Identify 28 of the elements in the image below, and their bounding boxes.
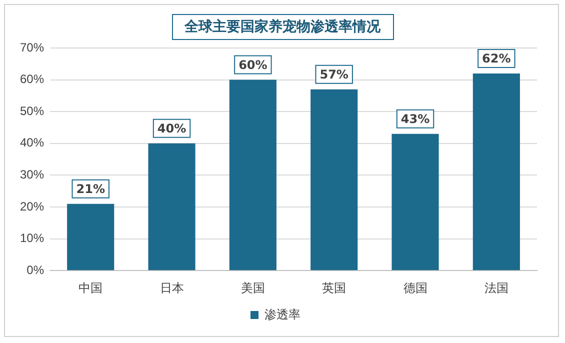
x-tick-label: 日本 xyxy=(160,281,184,296)
bar xyxy=(148,143,196,270)
x-tick-label: 法国 xyxy=(484,281,508,296)
y-tick-label: 40% xyxy=(20,136,44,150)
data-label: 57% xyxy=(320,67,348,82)
chart-title: 全球主要国家养宠物渗透率情况 xyxy=(172,14,394,40)
bar xyxy=(392,134,439,270)
bar xyxy=(472,73,520,270)
data-label: 21% xyxy=(76,182,105,196)
y-tick-label: 70% xyxy=(20,40,44,54)
y-tick-label: 50% xyxy=(20,104,44,118)
data-label: 43% xyxy=(400,112,430,126)
bar xyxy=(310,89,358,270)
legend-label: 渗透率 xyxy=(264,307,300,322)
bar xyxy=(67,204,114,270)
x-tick-label: 英国 xyxy=(322,281,346,296)
x-tick-label: 德国 xyxy=(403,281,428,296)
y-tick-label: 0% xyxy=(26,262,44,277)
data-label: 40% xyxy=(157,122,186,136)
y-tick-label: 10% xyxy=(20,231,44,246)
y-tick-label: 20% xyxy=(20,199,44,214)
y-tick-label: 30% xyxy=(20,168,44,182)
data-label: 60% xyxy=(238,58,268,72)
x-tick-label: 美国 xyxy=(240,281,265,296)
data-label: 62% xyxy=(482,52,511,66)
bar xyxy=(229,80,276,270)
x-tick-label: 中国 xyxy=(78,281,103,296)
y-tick-label: 60% xyxy=(20,72,44,86)
